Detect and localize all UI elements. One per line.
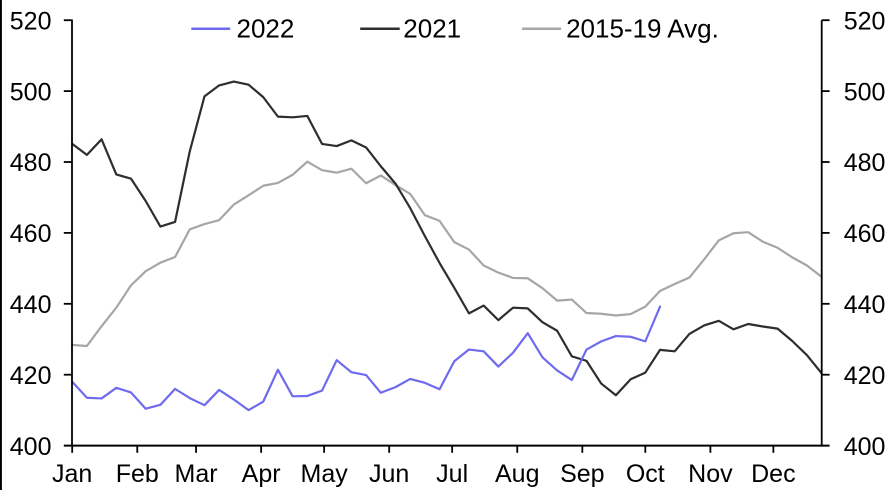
svg-text:2021: 2021 [403, 14, 461, 44]
svg-text:460: 460 [844, 220, 886, 248]
svg-text:Dec: Dec [751, 460, 795, 488]
svg-text:2015-19 Avg.: 2015-19 Avg. [566, 14, 719, 44]
svg-text:Jan: Jan [52, 460, 92, 488]
svg-text:Aug: Aug [495, 460, 539, 488]
svg-text:480: 480 [844, 149, 886, 177]
svg-text:2022: 2022 [237, 14, 295, 44]
svg-text:Nov: Nov [688, 460, 733, 488]
svg-text:Mar: Mar [175, 460, 218, 488]
svg-text:Jul: Jul [436, 460, 468, 488]
svg-text:520: 520 [844, 7, 886, 35]
svg-text:500: 500 [10, 78, 52, 106]
svg-text:420: 420 [844, 362, 886, 390]
svg-text:500: 500 [844, 78, 886, 106]
svg-text:400: 400 [10, 433, 52, 461]
svg-text:May: May [301, 460, 349, 488]
svg-text:400: 400 [844, 433, 886, 461]
svg-text:440: 440 [844, 291, 886, 319]
svg-text:Apr: Apr [242, 460, 281, 488]
svg-text:480: 480 [10, 149, 52, 177]
svg-text:460: 460 [10, 220, 52, 248]
svg-text:420: 420 [10, 362, 52, 390]
svg-text:520: 520 [10, 7, 52, 35]
svg-text:Feb: Feb [116, 460, 159, 488]
svg-text:440: 440 [10, 291, 52, 319]
svg-text:Jun: Jun [369, 460, 409, 488]
svg-text:Oct: Oct [626, 460, 665, 488]
svg-text:Sep: Sep [560, 460, 604, 488]
